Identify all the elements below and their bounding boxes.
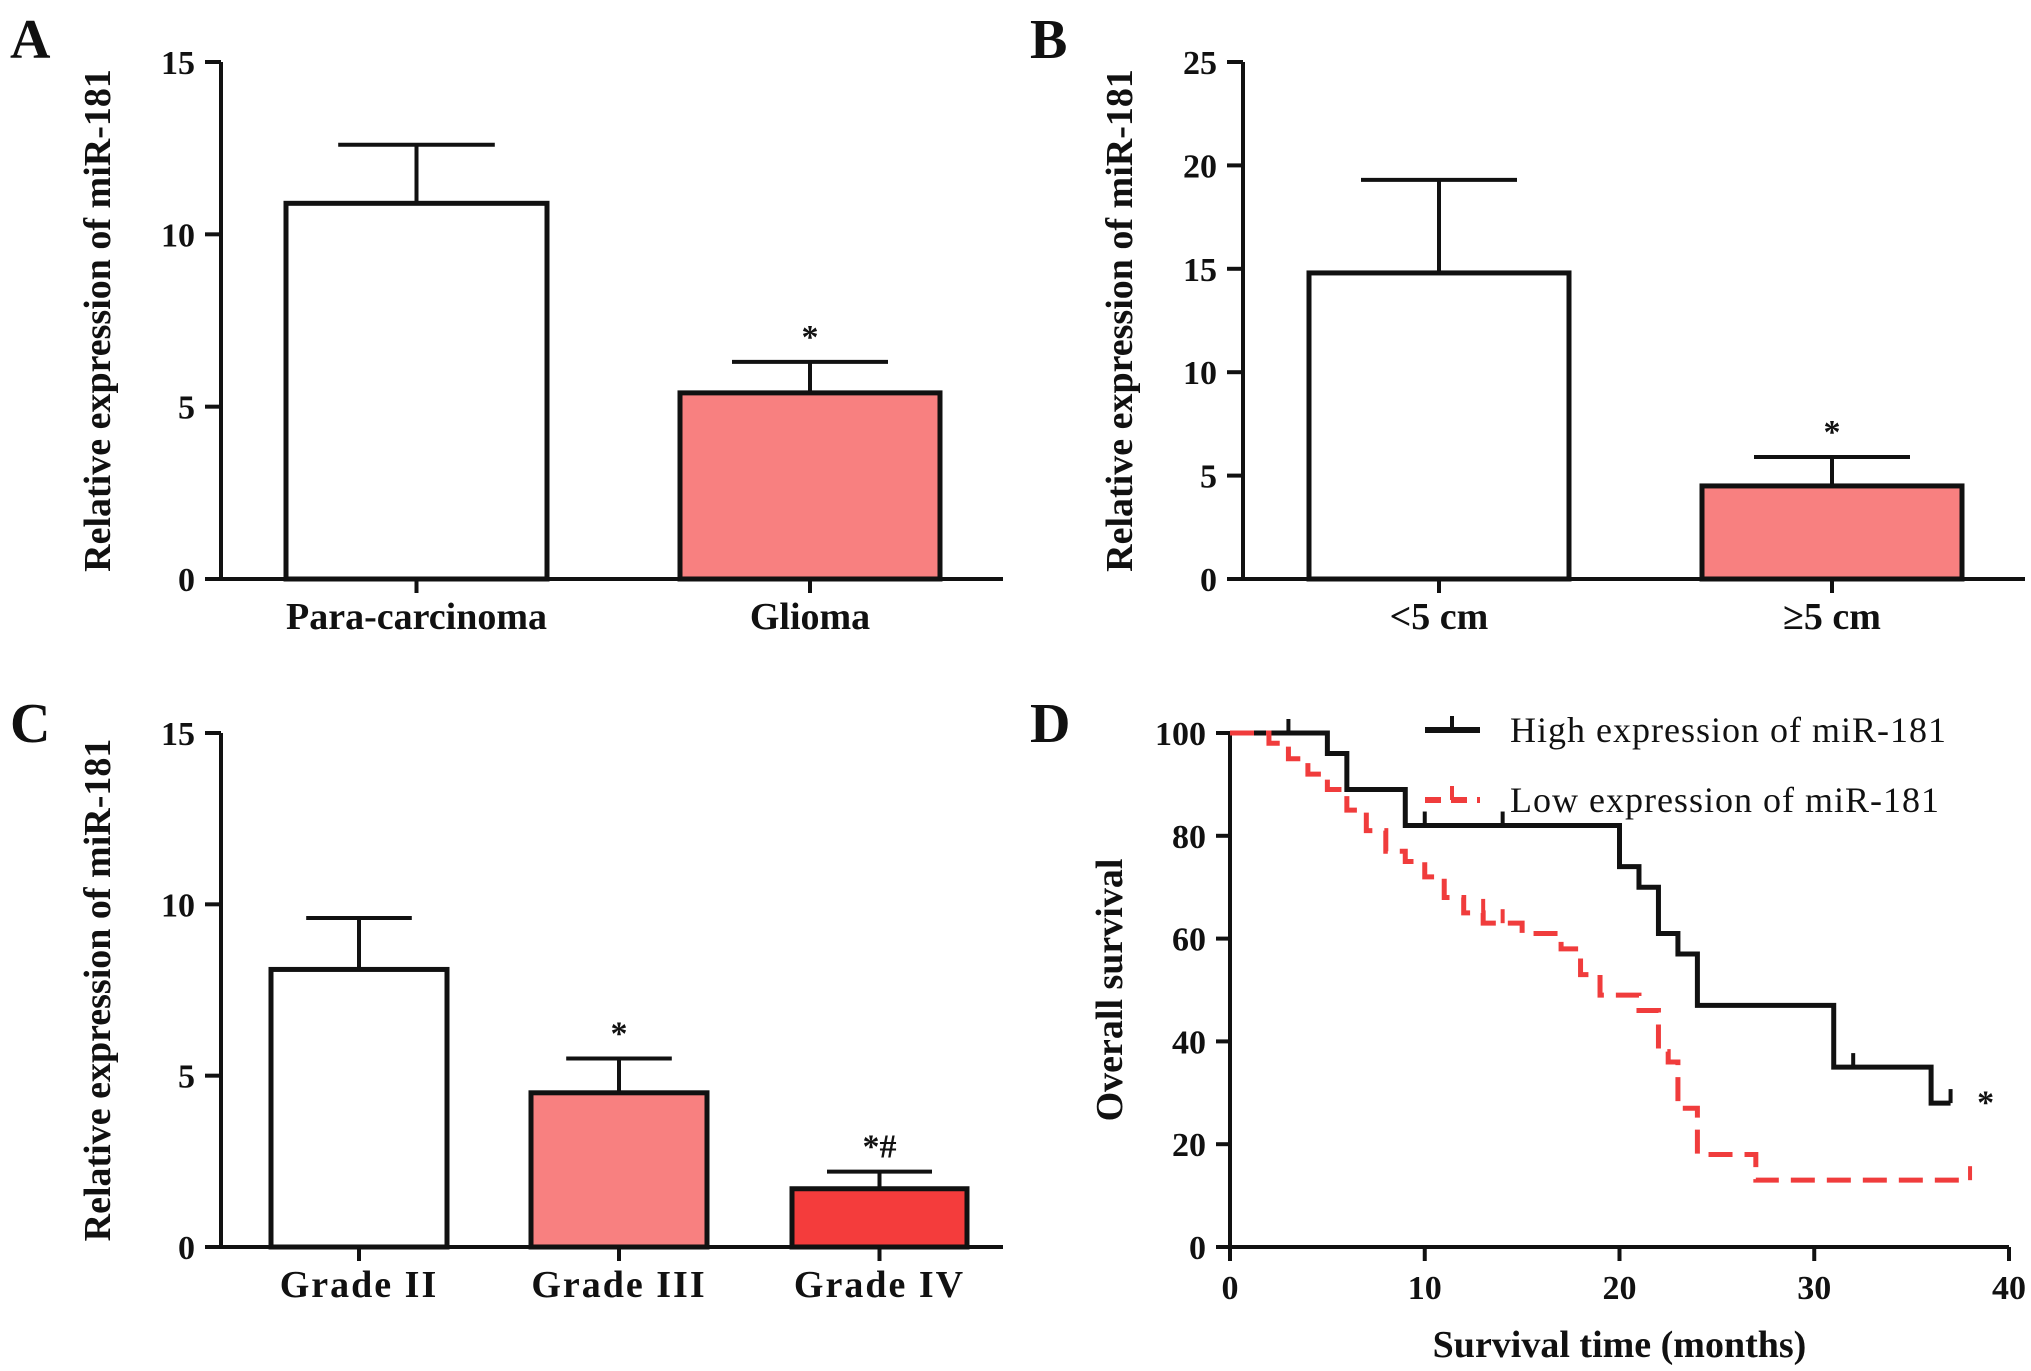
y-axis-label: Relative expression of miR-181 [77,739,119,1242]
x-axis-label: Survival time (months) [1433,1324,1807,1366]
x-tick-label: 0 [1222,1270,1239,1307]
x-tick-label: 10 [1408,1270,1442,1307]
significance-marker: * [802,319,819,356]
bar [268,966,450,1250]
x-tick-label: 20 [1603,1270,1637,1307]
bar [528,1090,710,1250]
y-tick-label: 20 [1172,1127,1206,1164]
y-tick-label: 15 [1183,252,1217,289]
y-axis-label: Overall survival [1089,859,1131,1122]
y-tick-label: 40 [1172,1024,1206,1061]
x-category-label: Glioma [750,596,870,638]
y-axis-label: Relative expression of miR-181 [77,69,119,572]
y-tick-label: 25 [1183,45,1217,82]
y-tick-label: 60 [1172,922,1206,959]
panel-label: A [10,9,51,71]
x-tick-label: 30 [1797,1270,1831,1307]
y-tick-label: 5 [178,1059,195,1096]
bar-chart-panel-c: C 0 5 10 15 Relative expression of miR-181 Gra… [10,693,1003,1306]
bar [1699,483,1965,582]
y-tick-label: 15 [161,716,195,753]
bar-chart-panel-a: A 0 5 10 15 Relative expression of miR-181 Par… [10,9,1003,638]
y-tick-label: 10 [161,887,195,924]
survival-curve [1230,730,1951,1106]
y-tick-label: 100 [1155,716,1206,753]
y-tick-label: 5 [1200,459,1217,496]
y-tick-label: 0 [1200,562,1217,599]
y-tick-label: 80 [1172,819,1206,856]
panel-label: B [1030,9,1067,71]
significance-marker: * [1824,414,1841,451]
legend-label: High expression of miR-181 [1510,710,1947,750]
bar [1306,270,1572,582]
x-category-label: Grade IV [794,1264,965,1306]
y-tick-label: 0 [178,1230,195,1267]
y-tick-label: 10 [1183,355,1217,392]
legend-label: Low expression of miR-181 [1510,780,1940,820]
bar [789,1186,970,1250]
significance-marker: *# [863,1129,897,1166]
survival-chart-panel-d: D 0 20 40 60 80 100 0 10 20 30 40 Survival time (mon… [1030,693,2026,1366]
x-tick-label: 40 [1992,1270,2026,1307]
x-category-label: ≥5 cm [1783,596,1881,638]
bar-chart-panel-b: B 0 5 10 15 20 25 Relative expression of miR-18… [1030,9,2025,638]
panel-label: C [10,693,50,755]
survival-curve [1230,730,1971,1183]
panel-label: D [1030,693,1070,755]
y-tick-label: 15 [161,45,195,82]
y-axis-label: Relative expression of miR-181 [1099,69,1141,572]
y-tick-label: 5 [178,390,195,427]
significance-marker: * [1977,1084,1994,1121]
x-category-label: <5 cm [1390,596,1489,638]
bar [677,390,943,582]
x-category-label: Para-carcinoma [286,596,547,638]
y-tick-label: 0 [178,562,195,599]
y-tick-label: 0 [1189,1230,1206,1267]
bar [283,200,550,582]
significance-marker: * [611,1016,628,1053]
y-tick-label: 10 [161,217,195,254]
x-category-label: Grade III [531,1264,706,1306]
x-category-label: Grade II [280,1264,439,1306]
y-tick-label: 20 [1183,148,1217,185]
